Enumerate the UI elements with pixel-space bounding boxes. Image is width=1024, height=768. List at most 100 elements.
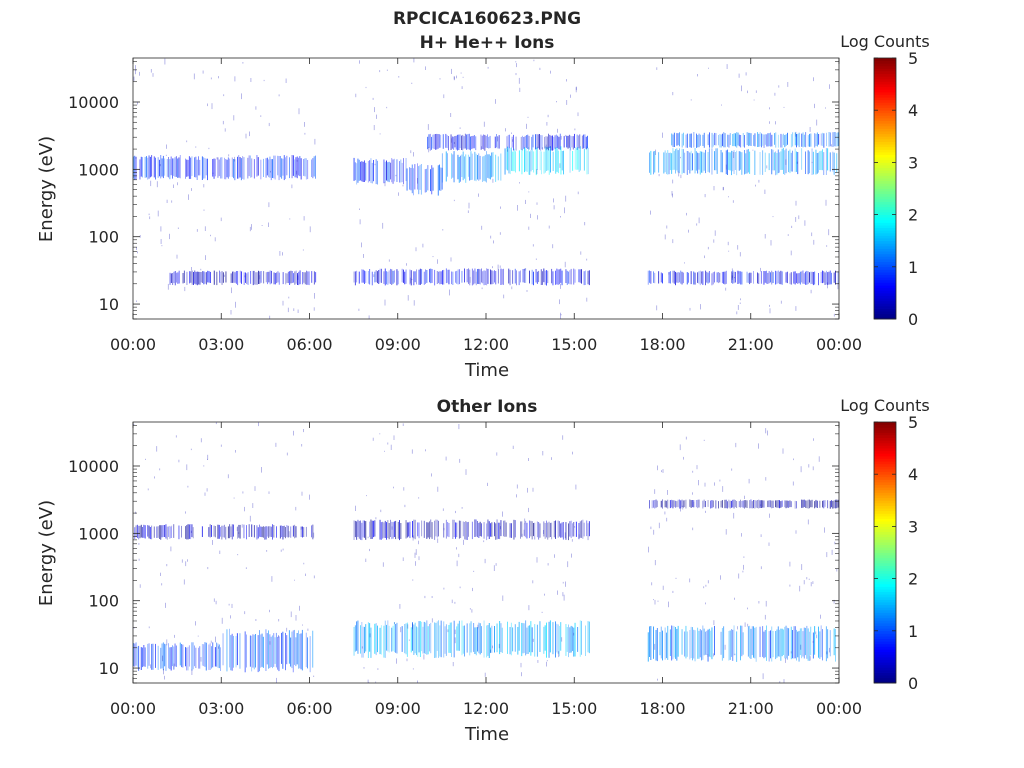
- background-count: [275, 442, 277, 447]
- background-count: [468, 202, 470, 209]
- spectrogram-cell: [361, 269, 363, 283]
- spectrogram-cell: [451, 153, 452, 179]
- spectrogram-cell: [397, 521, 399, 539]
- colorbar-segment: [874, 107, 896, 111]
- colorbar-tick-label: 0: [908, 310, 918, 329]
- spectrogram-cell: [538, 270, 540, 283]
- spectrogram-cell: [190, 157, 192, 179]
- background-count: [214, 237, 216, 242]
- background-count: [398, 192, 399, 196]
- spectrogram-cell: [277, 271, 279, 283]
- background-count: [700, 304, 701, 310]
- background-count: [675, 577, 677, 579]
- background-count: [398, 76, 400, 78]
- spectrogram-cell: [370, 158, 372, 183]
- spectrogram-cell: [720, 134, 722, 148]
- background-count: [693, 501, 695, 508]
- background-count: [692, 492, 693, 495]
- spectrogram-cell: [796, 134, 797, 148]
- spectrogram-cell: [447, 522, 449, 537]
- spectrogram-cell: [513, 519, 515, 540]
- background-count: [159, 164, 161, 167]
- spectrogram-cell: [579, 620, 581, 657]
- background-count: [658, 522, 660, 529]
- spectrogram-cell: [763, 631, 765, 659]
- spectrogram-cell: [278, 156, 280, 181]
- spectrogram-cell: [566, 135, 568, 148]
- background-count: [418, 540, 419, 545]
- spectrogram-cell: [556, 623, 558, 653]
- spectrogram-cell: [794, 271, 796, 285]
- spectrogram-cell: [712, 500, 714, 508]
- background-count: [355, 93, 357, 98]
- spectrogram-cell: [160, 155, 162, 179]
- spectrogram-cell: [714, 271, 715, 283]
- background-count: [498, 643, 500, 649]
- spectrogram-cell: [533, 523, 534, 537]
- colorbar-tick-label: 5: [908, 49, 918, 68]
- background-counts: [133, 58, 839, 319]
- spectrogram-cell: [256, 272, 258, 285]
- spectrogram-cell: [697, 135, 699, 148]
- spectrogram-cell: [560, 268, 562, 283]
- spectrogram-cell: [386, 160, 387, 181]
- spectrogram-cell: [757, 272, 758, 284]
- colorbar-segment: [874, 591, 896, 595]
- spectrogram-cell: [578, 269, 580, 283]
- background-count: [661, 470, 662, 473]
- spectrogram-cell: [265, 158, 267, 178]
- background-count: [191, 669, 193, 675]
- spectrogram-cell: [486, 523, 488, 541]
- colorbar-segment: [874, 518, 896, 522]
- colorbar-segment: [874, 222, 896, 226]
- spectrogram-cell: [794, 500, 796, 509]
- spectrogram-cell: [780, 501, 782, 508]
- spectrogram-cell: [556, 147, 558, 172]
- spectrogram-cell: [693, 629, 695, 659]
- spectrogram-cell: [509, 134, 510, 149]
- spectrogram-cell: [789, 500, 791, 508]
- spectrogram-cell: [494, 522, 495, 537]
- spectrogram-cell: [490, 155, 491, 180]
- spectrogram-cell: [805, 627, 806, 656]
- spectrogram-cell: [679, 499, 680, 509]
- background-count: [235, 450, 236, 453]
- background-count: [792, 481, 794, 486]
- background-count: [304, 132, 306, 135]
- colorbar-segment: [874, 482, 896, 486]
- spectrogram-cell: [579, 134, 581, 149]
- spectrogram-cell: [458, 134, 460, 150]
- spectrogram-cell: [423, 621, 425, 654]
- spectrogram-cell: [271, 270, 272, 284]
- spectrogram-cell: [565, 624, 567, 656]
- spectrogram-cell: [649, 500, 650, 509]
- colorbar-segment: [874, 227, 896, 231]
- spectrogram-cell: [543, 268, 545, 283]
- spectrogram-cell: [498, 135, 500, 149]
- spectrogram-cell: [479, 155, 481, 180]
- spectrogram-cell: [172, 158, 173, 179]
- spectrogram-cell: [803, 627, 805, 659]
- spectrogram-cell: [430, 268, 432, 284]
- background-count: [734, 597, 735, 600]
- x-tick-label: 18:00: [639, 335, 685, 354]
- spectrogram-cell: [658, 271, 660, 284]
- spectrogram-cell: [448, 625, 450, 653]
- background-count: [375, 517, 377, 520]
- spectrogram-cell: [724, 499, 726, 509]
- spectrogram-cell: [379, 268, 381, 283]
- background-count: [543, 530, 544, 534]
- background-count: [365, 86, 367, 89]
- background-count: [282, 300, 284, 306]
- spectrogram-cell: [218, 644, 220, 669]
- background-count: [166, 564, 168, 567]
- spectrogram-cell: [837, 499, 839, 508]
- background-count: [186, 140, 188, 143]
- background-count: [451, 599, 453, 604]
- colorbar-segment: [874, 68, 896, 72]
- spectrogram-cell: [523, 523, 525, 537]
- background-count: [651, 582, 653, 586]
- background-count: [760, 566, 762, 570]
- spectrogram-cell: [764, 630, 766, 658]
- background-count: [833, 313, 835, 317]
